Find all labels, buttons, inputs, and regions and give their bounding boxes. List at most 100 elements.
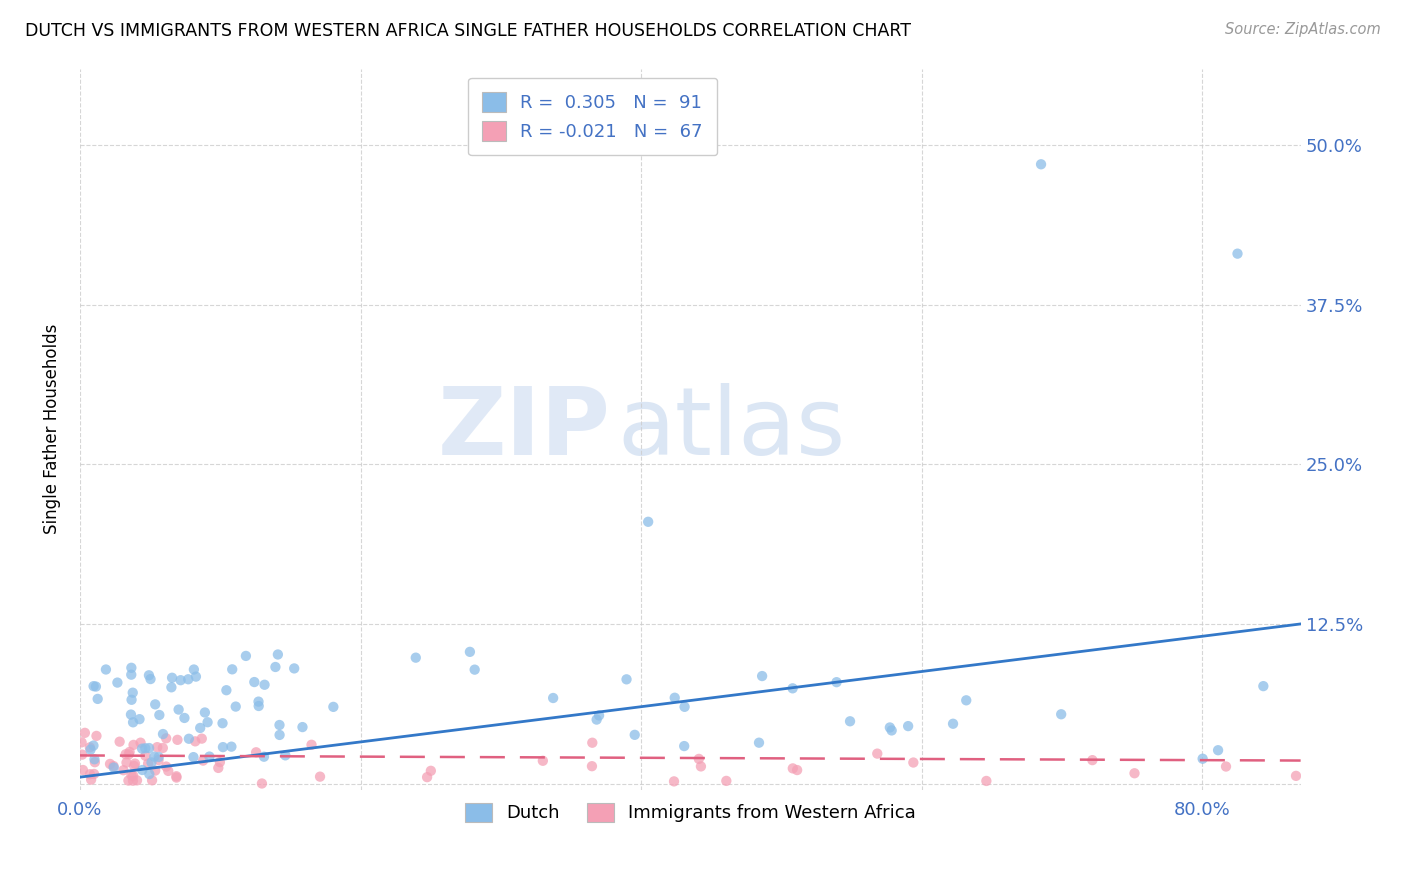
- Point: [122, 759, 145, 773]
- Point: [165, 771, 187, 785]
- Point: [1081, 753, 1104, 767]
- Point: [103, 759, 125, 773]
- Point: [146, 740, 169, 755]
- Point: [120, 667, 142, 681]
- Point: [1226, 246, 1249, 260]
- Point: [143, 749, 166, 764]
- Point: [165, 769, 187, 783]
- Point: [148, 753, 170, 767]
- Point: [121, 693, 143, 707]
- Point: [166, 732, 188, 747]
- Point: [458, 645, 481, 659]
- Point: [79, 742, 101, 756]
- Point: [291, 720, 314, 734]
- Point: [221, 662, 243, 676]
- Point: [673, 739, 696, 753]
- Point: [160, 681, 183, 695]
- Point: [152, 740, 174, 755]
- Point: [623, 728, 645, 742]
- Point: [662, 774, 685, 789]
- Point: [191, 754, 214, 768]
- Point: [1029, 157, 1052, 171]
- Point: [839, 714, 862, 729]
- Point: [716, 773, 738, 788]
- Point: [541, 691, 564, 706]
- Point: [115, 756, 138, 770]
- Text: ZIP: ZIP: [439, 384, 610, 475]
- Point: [637, 515, 659, 529]
- Text: Source: ZipAtlas.com: Source: ZipAtlas.com: [1225, 22, 1381, 37]
- Point: [103, 760, 125, 774]
- Point: [108, 734, 131, 748]
- Point: [245, 745, 267, 759]
- Point: [235, 648, 257, 663]
- Point: [664, 690, 686, 705]
- Point: [86, 692, 108, 706]
- Point: [253, 749, 276, 764]
- Point: [866, 747, 889, 761]
- Point: [70, 735, 93, 749]
- Point: [84, 680, 107, 694]
- Point: [581, 736, 603, 750]
- Point: [120, 707, 142, 722]
- Point: [148, 750, 170, 764]
- Point: [70, 747, 93, 762]
- Point: [73, 726, 96, 740]
- Point: [83, 752, 105, 766]
- Point: [782, 761, 804, 775]
- Point: [128, 712, 150, 726]
- Point: [72, 763, 94, 777]
- Point: [177, 673, 200, 687]
- Point: [207, 761, 229, 775]
- Point: [673, 699, 696, 714]
- Point: [942, 716, 965, 731]
- Point: [143, 698, 166, 712]
- Point: [221, 739, 243, 754]
- Text: DUTCH VS IMMIGRANTS FROM WESTERN AFRICA SINGLE FATHER HOUSEHOLDS CORRELATION CHA: DUTCH VS IMMIGRANTS FROM WESTERN AFRICA …: [25, 22, 911, 40]
- Point: [825, 675, 848, 690]
- Point: [131, 763, 153, 777]
- Point: [183, 663, 205, 677]
- Point: [243, 675, 266, 690]
- Point: [82, 739, 104, 753]
- Point: [215, 683, 238, 698]
- Point: [141, 773, 163, 788]
- Point: [98, 756, 121, 771]
- Point: [107, 675, 129, 690]
- Point: [114, 747, 136, 762]
- Point: [117, 773, 139, 788]
- Point: [1253, 679, 1275, 693]
- Point: [83, 767, 105, 781]
- Point: [129, 736, 152, 750]
- Point: [131, 741, 153, 756]
- Point: [83, 679, 105, 693]
- Point: [616, 673, 638, 687]
- Point: [118, 745, 141, 759]
- Point: [152, 727, 174, 741]
- Point: [122, 773, 145, 788]
- Point: [955, 693, 977, 707]
- Point: [184, 670, 207, 684]
- Point: [786, 763, 808, 777]
- Point: [688, 752, 710, 766]
- Point: [188, 721, 211, 735]
- Point: [173, 711, 195, 725]
- Point: [1123, 766, 1146, 780]
- Point: [301, 738, 323, 752]
- Point: [208, 755, 231, 769]
- Point: [141, 756, 163, 770]
- Point: [464, 663, 486, 677]
- Point: [120, 768, 142, 782]
- Point: [138, 767, 160, 781]
- Point: [122, 715, 145, 730]
- Point: [122, 738, 145, 752]
- Point: [1191, 752, 1213, 766]
- Point: [247, 695, 270, 709]
- Point: [124, 756, 146, 771]
- Point: [148, 708, 170, 723]
- Point: [79, 767, 101, 781]
- Point: [588, 708, 610, 723]
- Point: [198, 749, 221, 764]
- Point: [225, 699, 247, 714]
- Point: [269, 718, 291, 732]
